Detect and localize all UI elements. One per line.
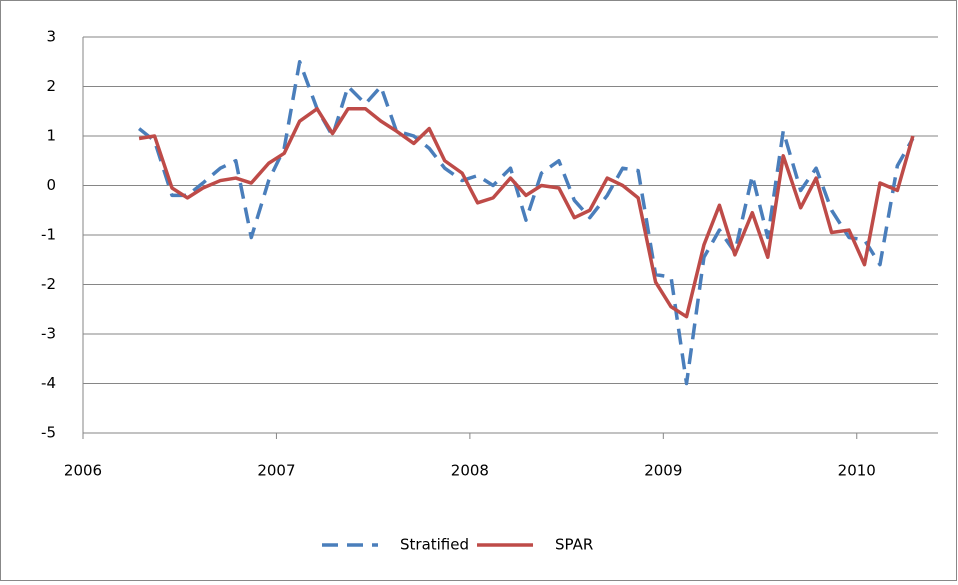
legend-label: Stratified — [400, 536, 469, 554]
y-tick-label: -2 — [41, 275, 56, 293]
y-tick-label: 1 — [46, 127, 56, 145]
series-line — [138, 60, 915, 386]
y-tick-label: -5 — [41, 424, 56, 442]
y-tick-label: -1 — [41, 226, 56, 244]
y-tick-label: 2 — [46, 77, 56, 95]
x-tick-label: 2009 — [644, 462, 682, 480]
y-tick-label: -4 — [41, 374, 56, 392]
x-tick-label: 2006 — [64, 462, 102, 480]
y-tick-label: -3 — [41, 325, 56, 343]
y-tick-label: 3 — [46, 28, 56, 46]
legend-label: SPAR — [555, 536, 593, 554]
x-tick-label: 2010 — [838, 462, 876, 480]
series-line — [138, 107, 915, 319]
y-tick-label: 0 — [46, 176, 56, 194]
x-tick-label: 2008 — [451, 462, 489, 480]
x-tick-label: 2007 — [257, 462, 295, 480]
